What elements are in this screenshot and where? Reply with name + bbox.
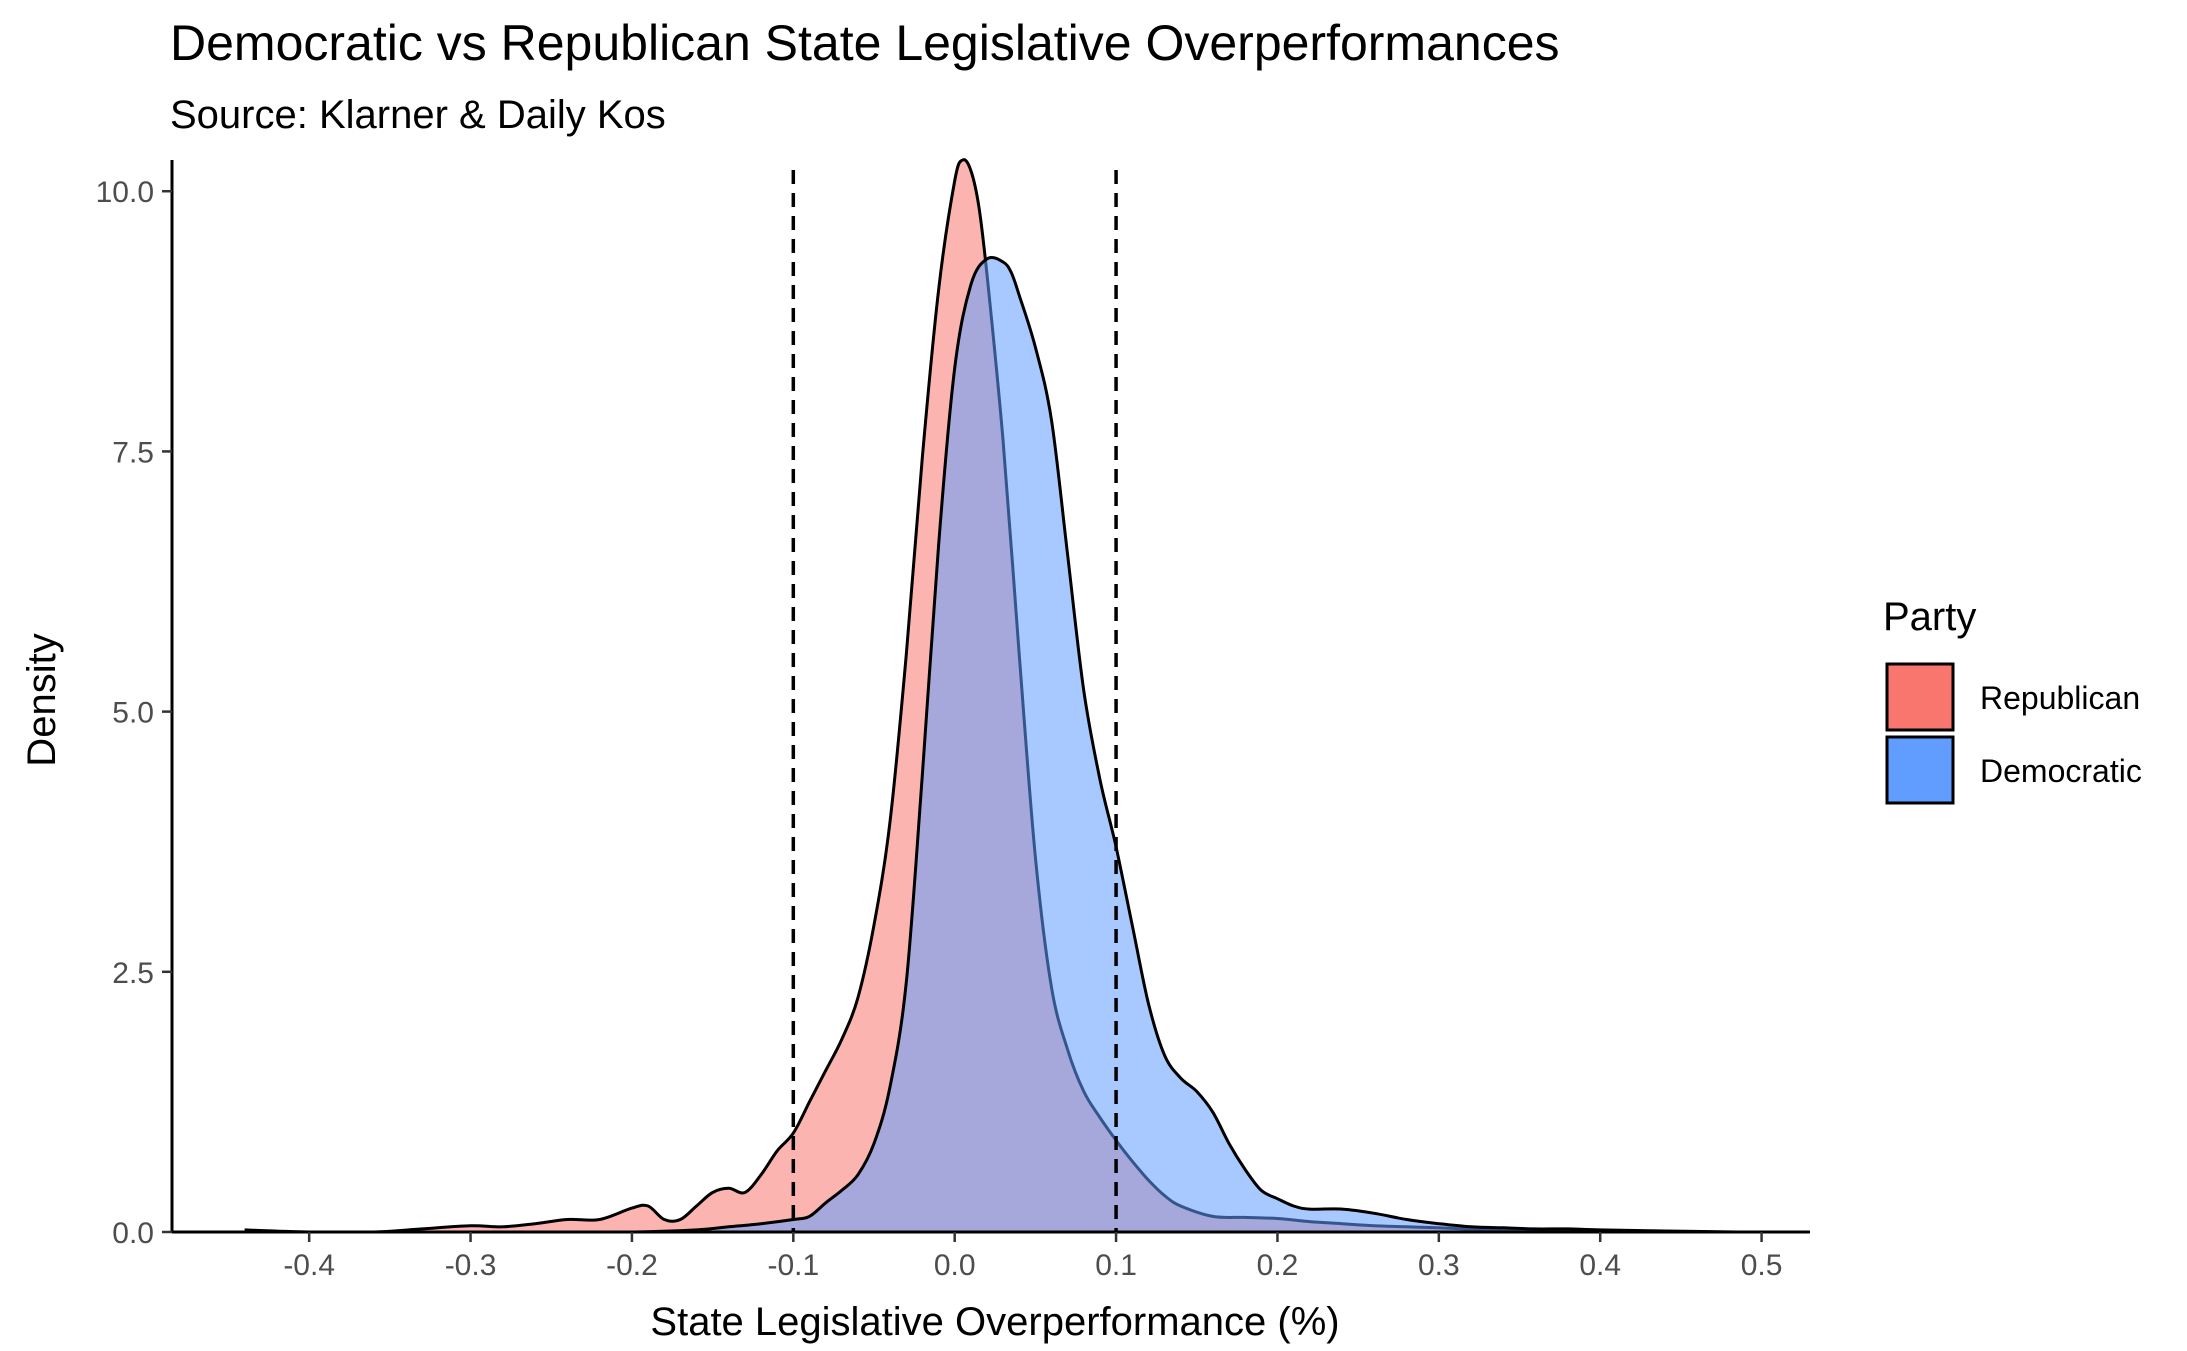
republican-legend-key (1885, 662, 1955, 732)
democratic-legend-label: Democratic (1980, 753, 2142, 789)
x-tick-label: 0.5 (1741, 1249, 1783, 1282)
y-tick-label: 10.0 (96, 176, 154, 209)
chart-title: Democratic vs Republican State Legislati… (170, 15, 1560, 71)
x-axis-ticks: -0.4 -0.3 -0.2 -0.1 0.0 0.1 0.2 0.3 0.4 0.5 (283, 1232, 1782, 1282)
democratic-legend-key (1885, 735, 1955, 805)
x-tick-label: 0.4 (1579, 1249, 1621, 1282)
x-axis-title: State Legislative Overperformance (%) (650, 1300, 1339, 1344)
legend: Party Republican Democratic (1883, 595, 2142, 805)
democratic-density-area (244, 257, 1738, 1232)
x-tick-label: -0.1 (767, 1249, 819, 1282)
x-tick-label: -0.2 (606, 1249, 658, 1282)
x-tick-label: 0.1 (1095, 1249, 1137, 1282)
density-series (244, 158, 1738, 1234)
democratic-density-line (244, 255, 1738, 1234)
x-tick-label: 0.0 (934, 1249, 976, 1282)
reference-lines (791, 170, 1118, 1232)
x-tick-label: -0.4 (283, 1249, 335, 1282)
y-tick-label: 2.5 (112, 957, 154, 990)
y-tick-label: 7.5 (112, 436, 154, 469)
y-tick-label: 5.0 (112, 697, 154, 730)
x-tick-label: 0.3 (1418, 1249, 1460, 1282)
chart-subtitle: Source: Klarner & Daily Kos (170, 93, 666, 137)
y-tick-label: 0.0 (112, 1217, 154, 1250)
republican-legend-label: Republican (1980, 680, 2140, 716)
y-axis-title: Density (20, 633, 64, 766)
legend-title: Party (1883, 595, 1976, 639)
y-axis-ticks: 0.0 2.5 5.0 7.5 10.0 (96, 176, 172, 1250)
x-tick-label: -0.3 (445, 1249, 497, 1282)
x-tick-label: 0.2 (1257, 1249, 1299, 1282)
